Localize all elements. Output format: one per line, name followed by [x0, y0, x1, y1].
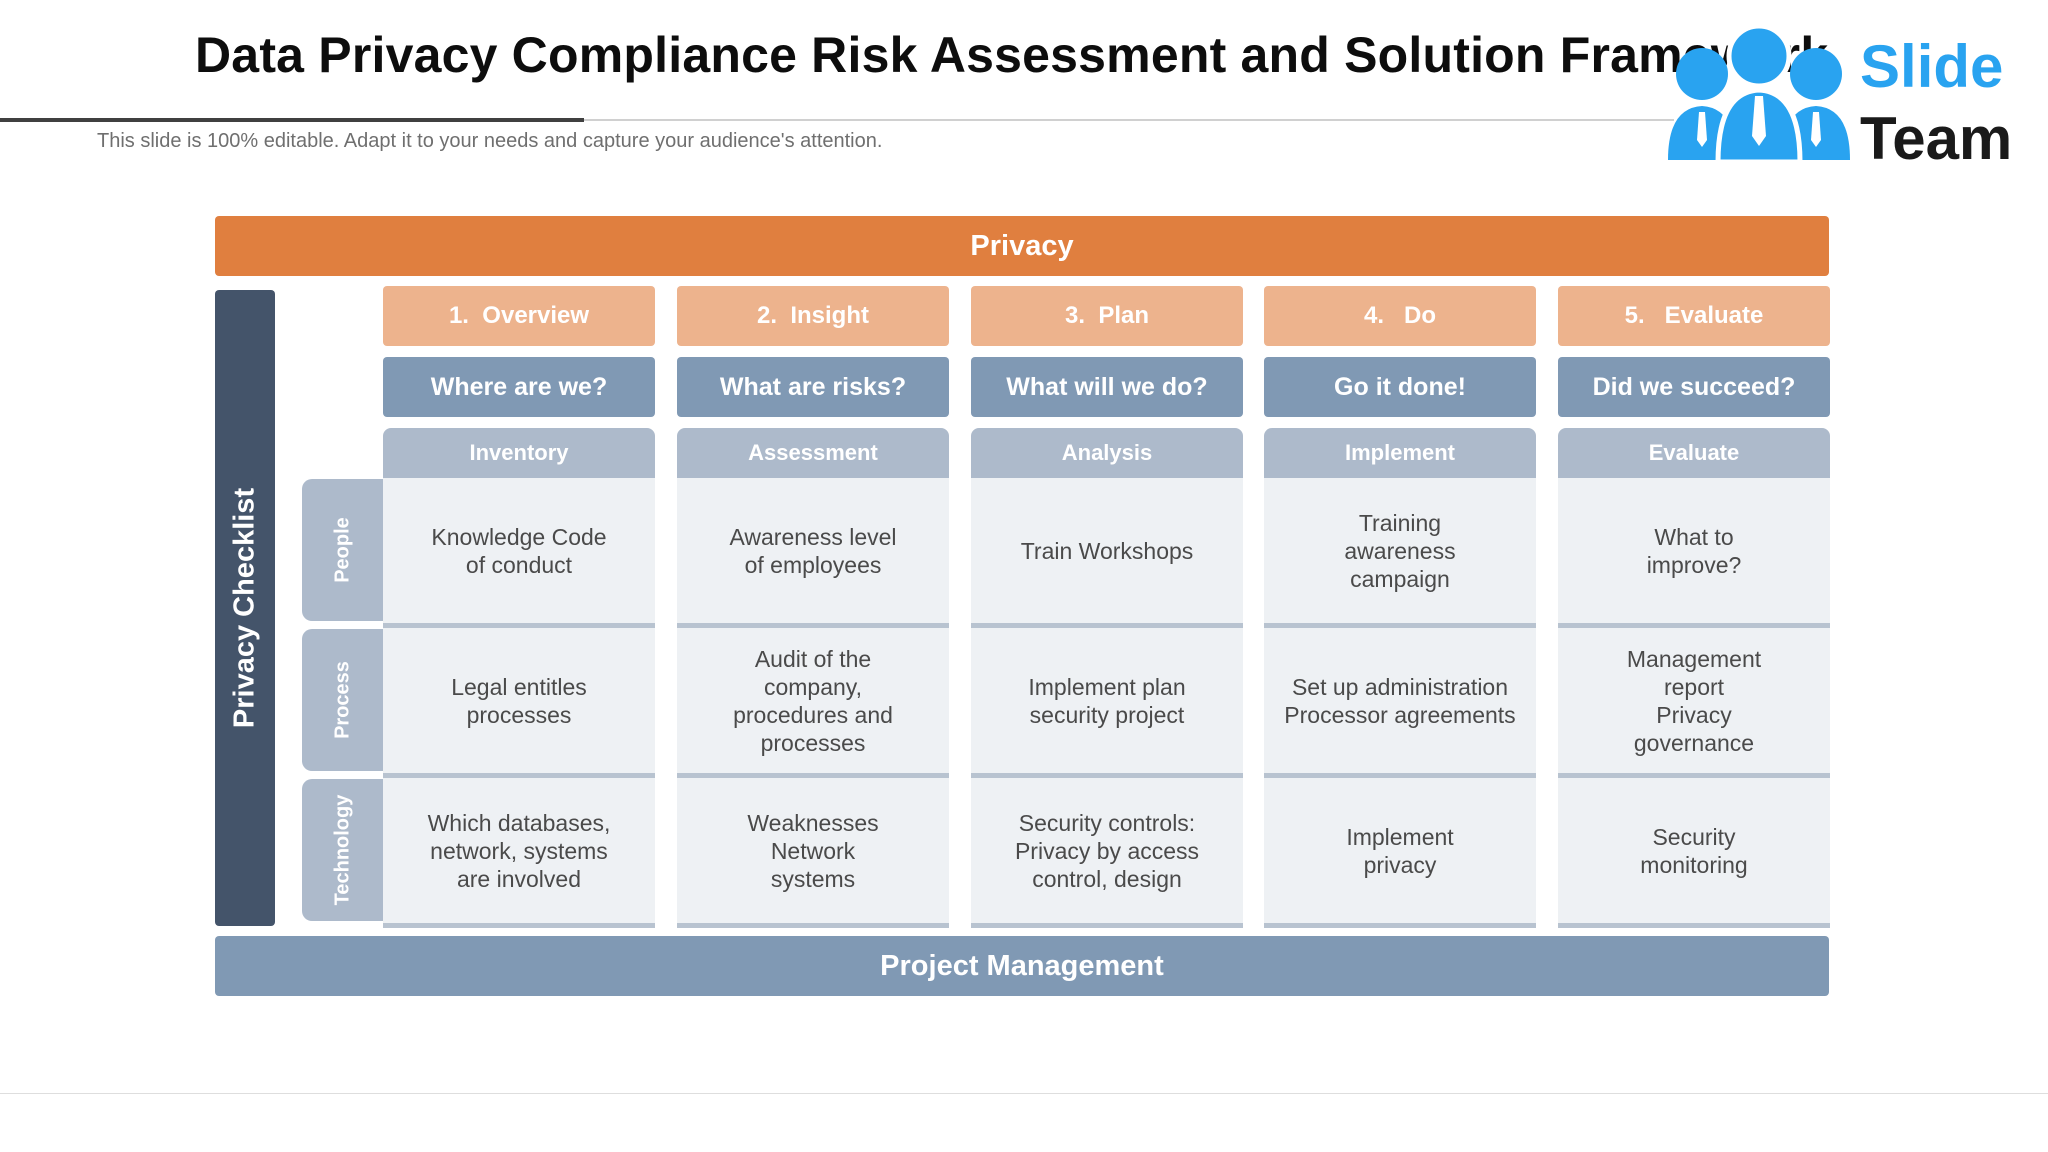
privacy-checklist-bar: Privacy Checklist — [215, 290, 275, 926]
cell-people: What to improve? — [1558, 478, 1830, 628]
logo-text-slide: Slide — [1860, 33, 2004, 100]
title-divider — [584, 119, 1674, 121]
logo-text-team: Team — [1860, 105, 2013, 172]
question-header: Go it done! — [1264, 357, 1536, 417]
cell-technology: Which databases, network, systems are in… — [383, 778, 655, 928]
phase-header: Evaluate — [1558, 428, 1830, 478]
question-header: Did we succeed? — [1558, 357, 1830, 417]
phase-header: Inventory — [383, 428, 655, 478]
cell-process: Legal entitles processes — [383, 628, 655, 778]
column-plan: 3. Plan What will we do? Analysis Train … — [971, 286, 1243, 928]
project-management-band: Project Management — [215, 936, 1829, 996]
step-header: 3. Plan — [971, 286, 1243, 346]
phase-header: Implement — [1264, 428, 1536, 478]
footer-divider — [0, 1093, 2048, 1094]
column-evaluate: 5. Evaluate Did we succeed? Evaluate Wha… — [1558, 286, 1830, 928]
slideteam-logo: Slide Team — [1660, 26, 2020, 172]
cell-process: Audit of the company, procedures and pro… — [677, 628, 949, 778]
question-header: Where are we? — [383, 357, 655, 417]
cell-process: Set up administration Processor agreemen… — [1264, 628, 1536, 778]
cell-people: Knowledge Code of conduct — [383, 478, 655, 628]
cell-people: Training awareness campaign — [1264, 478, 1536, 628]
step-header: 4. Do — [1264, 286, 1536, 346]
cell-technology: Security controls: Privacy by access con… — [971, 778, 1243, 928]
page-subtitle: This slide is 100% editable. Adapt it to… — [97, 130, 883, 152]
cell-process: Management report Privacy governance — [1558, 628, 1830, 778]
cell-technology: Security monitoring — [1558, 778, 1830, 928]
cell-technology: Implement privacy — [1264, 778, 1536, 928]
cell-people: Awareness level of employees — [677, 478, 949, 628]
title-underline — [0, 118, 584, 122]
page-title: Data Privacy Compliance Risk Assessment … — [195, 27, 1829, 83]
phase-header: Assessment — [677, 428, 949, 478]
cell-technology: Weaknesses Network systems — [677, 778, 949, 928]
column-do: 4. Do Go it done! Implement Training awa… — [1264, 286, 1536, 928]
cell-people: Train Workshops — [971, 478, 1243, 628]
column-insight: 2. Insight What are risks? Assessment Aw… — [677, 286, 949, 928]
privacy-band: Privacy — [215, 216, 1829, 276]
question-header: What will we do? — [971, 357, 1243, 417]
step-header: 2. Insight — [677, 286, 949, 346]
phase-header: Analysis — [971, 428, 1243, 478]
cell-process: Implement plan security project — [971, 628, 1243, 778]
column-overview: 1. Overview Where are we? Inventory Know… — [383, 286, 655, 928]
row-label-process: Process — [302, 629, 384, 771]
people-icon — [1668, 26, 1850, 165]
question-header: What are risks? — [677, 357, 949, 417]
row-label-technology: Technology — [302, 779, 384, 921]
privacy-checklist-label: Privacy Checklist — [228, 487, 261, 729]
row-label-people: People — [302, 479, 384, 621]
step-header: 1. Overview — [383, 286, 655, 346]
step-header: 5. Evaluate — [1558, 286, 1830, 346]
